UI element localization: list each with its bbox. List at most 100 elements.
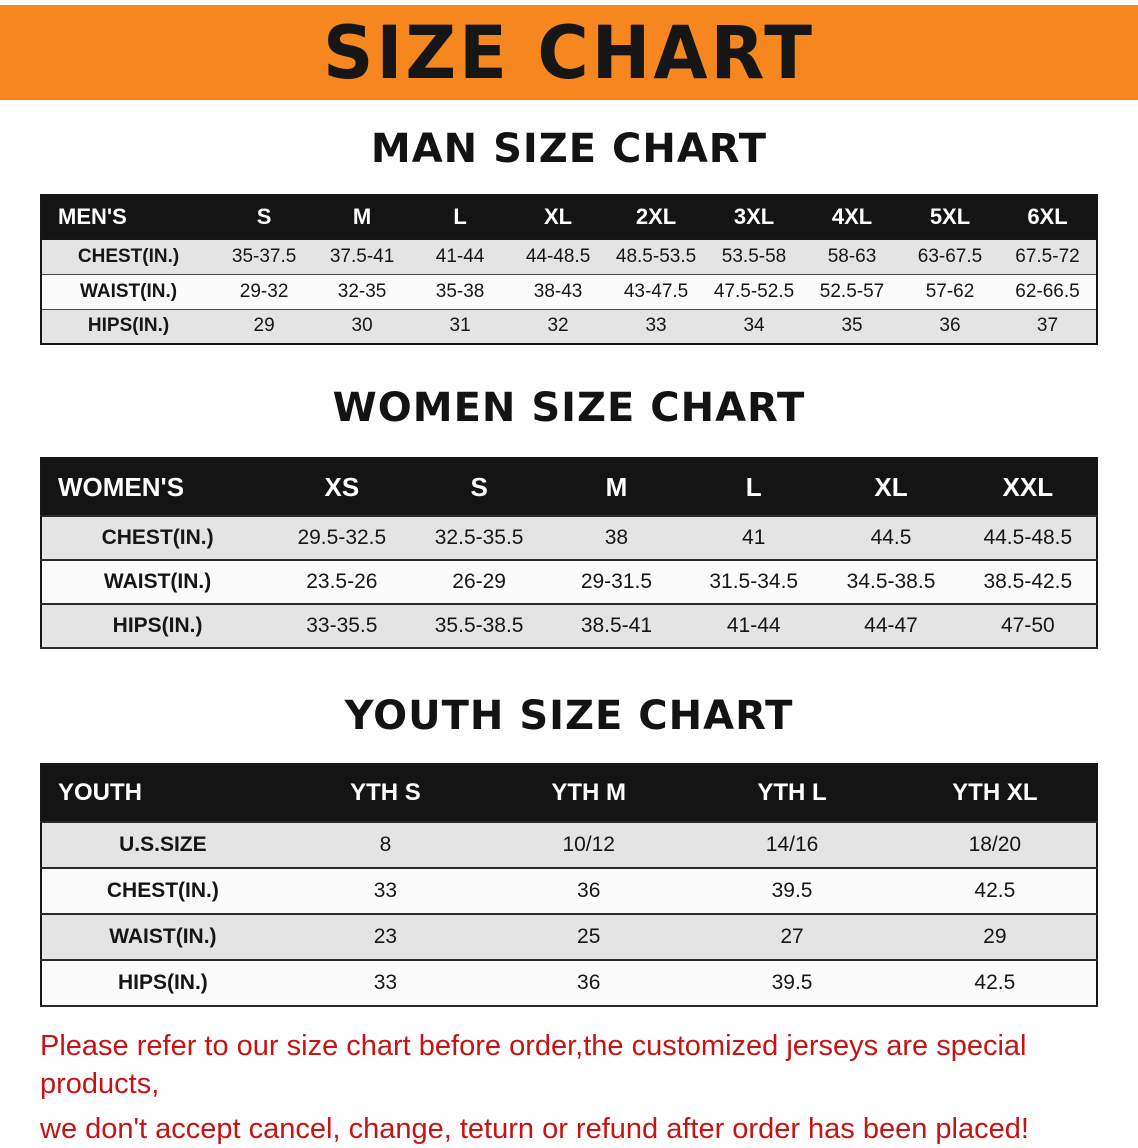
cell: 33 [283,960,488,1007]
size-table: MEN'S S M L XL 2XL 3XL 4XL 5XL 6XL CHEST(IN.) 35-37… [40,194,1098,345]
row-label: CHEST(IN.) [41,868,284,915]
cell: 34.5-38.5 [822,560,960,605]
cell: 26-29 [410,560,548,605]
column-header: 6XL [998,195,1097,240]
column-header: 4XL [803,195,901,240]
cell: 8 [283,822,488,869]
cell: 47.5-52.5 [705,274,804,310]
size-table: WOMEN'S XS S M L XL XXL CHEST(IN.) 29.5-32.5 32.5… [40,457,1098,649]
banner-title: SIZE CHART [322,9,816,96]
cell: 10/12 [487,822,691,869]
man-size-chart-heading: MAN SIZE CHART [370,126,768,172]
table-row: WAIST(IN.) 23 25 27 29 [41,914,1097,961]
column-header: 3XL [705,195,804,240]
cell: 39.5 [690,960,894,1007]
row-label: HIPS(IN.) [41,309,216,345]
column-header: 2XL [607,195,706,240]
cell: 33-35.5 [273,604,411,649]
women-size-chart-heading: WOMEN SIZE CHART [332,385,806,431]
table-row: WAIST(IN.) 29-32 32-35 35-38 38-43 43-47.5 47.… [41,274,1097,310]
cell: 38-43 [509,274,608,310]
column-header: M [547,458,686,517]
cell: 41-44 [685,604,823,649]
cell: 58-63 [803,239,901,275]
row-label: WAIST(IN.) [41,914,284,961]
table-header-row: WOMEN'S XS S M L XL XXL [41,458,1097,517]
cell: 57-62 [901,274,999,310]
cell: 41-44 [411,239,510,275]
cell: 29-32 [215,274,314,310]
row-label: WAIST(IN.) [41,274,216,310]
cell: 37.5-41 [313,239,412,275]
cell: 62-66.5 [998,274,1097,310]
column-header: L [685,458,823,517]
cell: 36 [487,960,691,1007]
column-header: YTH L [690,764,894,823]
column-header: M [313,195,412,240]
cell: 32.5-35.5 [410,516,548,561]
disclaimer-note: Please refer to our size chart before or… [40,1027,1110,1148]
cell: 44-48.5 [509,239,608,275]
men-size-table: MEN'S S M L XL 2XL 3XL 4XL 5XL 6XL CHEST(IN.) 35-37… [40,194,1098,345]
cell: 41 [685,516,823,561]
women-size-table: WOMEN'S XS S M L XL XXL CHEST(IN.) 29.5-32.5 32.5… [40,457,1098,649]
cell: 32 [509,309,608,345]
cell: 25 [487,914,691,961]
cell: 43-47.5 [607,274,706,310]
cell: 35.5-38.5 [410,604,548,649]
table-row: HIPS(IN.) 33 36 39.5 42.5 [41,960,1097,1007]
cell: 38.5-41 [547,604,686,649]
column-header: XXL [959,458,1097,517]
cell: 52.5-57 [803,274,901,310]
cell: 47-50 [959,604,1097,649]
cell: 35-38 [411,274,510,310]
youth-size-table: YOUTH YTH S YTH M YTH L YTH XL U.S.SIZE 8 10/12… [40,763,1098,1007]
column-header: XL [822,458,960,517]
cell: 67.5-72 [998,239,1097,275]
table-row: HIPS(IN.) 29 30 31 32 33 34 35 36 37 [41,309,1097,345]
table-row: HIPS(IN.) 33-35.5 35.5-38.5 38.5-41 41-44 44-… [41,604,1097,649]
cell: 39.5 [690,868,894,915]
cell: 23.5-26 [273,560,411,605]
table-header-row: MEN'S S M L XL 2XL 3XL 4XL 5XL 6XL [41,195,1097,240]
column-header: XS [273,458,411,517]
size-table: YOUTH YTH S YTH M YTH L YTH XL U.S.SIZE 8 10/12… [40,763,1098,1007]
table-row: CHEST(IN.) 35-37.5 37.5-41 41-44 44-48.5 48.5… [41,239,1097,275]
row-label: WAIST(IN.) [41,560,274,605]
table-row: CHEST(IN.) 29.5-32.5 32.5-35.5 38 41 44.5 44.5… [41,516,1097,561]
cell: 36 [487,868,691,915]
youth-size-chart-heading: YOUTH SIZE CHART [344,693,794,739]
cell: 42.5 [893,960,1097,1007]
disclaimer-line-1: Please refer to our size chart before or… [40,1030,1027,1101]
row-label: CHEST(IN.) [41,239,216,275]
cell: 38 [547,516,686,561]
column-header: L [411,195,510,240]
cell: 29.5-32.5 [273,516,411,561]
cell: 34 [705,309,804,345]
column-header: 5XL [901,195,999,240]
row-label: CHEST(IN.) [41,516,274,561]
cell: 31.5-34.5 [685,560,823,605]
column-header: YTH XL [893,764,1097,823]
cell: 33 [607,309,706,345]
size-chart-banner: SIZE CHART [0,5,1138,100]
column-header: S [215,195,314,240]
cell: 63-67.5 [901,239,999,275]
cell: 35 [803,309,901,345]
cell: 35-37.5 [215,239,314,275]
cell: 31 [411,309,510,345]
row-label: U.S.SIZE [41,822,284,869]
column-header: S [410,458,548,517]
cell: 37 [998,309,1097,345]
cell: 27 [690,914,894,961]
table-title: MEN'S [41,195,216,240]
cell: 33 [283,868,488,915]
cell: 14/16 [690,822,894,869]
row-label: HIPS(IN.) [41,960,284,1007]
cell: 32-35 [313,274,412,310]
cell: 30 [313,309,412,345]
cell: 44-47 [822,604,960,649]
cell: 44.5-48.5 [959,516,1097,561]
table-row: U.S.SIZE 8 10/12 14/16 18/20 [41,822,1097,869]
cell: 23 [283,914,488,961]
